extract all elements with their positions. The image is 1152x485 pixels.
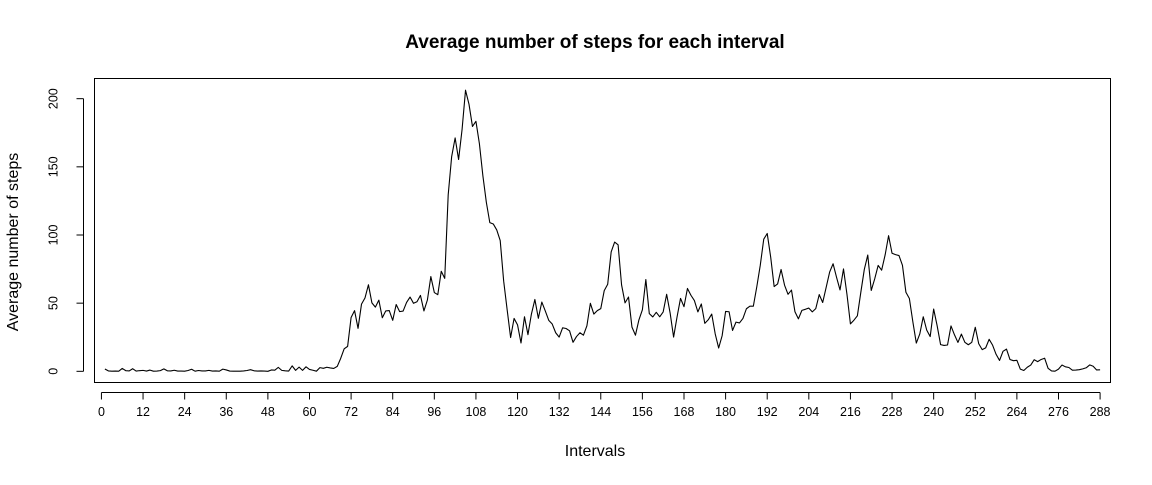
x-tick-label: 84 bbox=[386, 405, 400, 419]
x-tick-label: 120 bbox=[507, 405, 528, 419]
x-tick-label: 0 bbox=[98, 405, 105, 419]
x-axis-label: Intervals bbox=[565, 443, 625, 460]
x-tick-label: 132 bbox=[549, 405, 570, 419]
x-tick-label: 216 bbox=[840, 405, 861, 419]
x-tick-label: 240 bbox=[923, 405, 944, 419]
x-tick-label: 36 bbox=[219, 405, 233, 419]
x-tick-label: 96 bbox=[427, 405, 441, 419]
y-tick-label: 50 bbox=[47, 296, 61, 310]
series-layer bbox=[104, 89, 1101, 372]
y-tick-label: 150 bbox=[47, 156, 61, 177]
y-tick-label: 100 bbox=[47, 225, 61, 246]
x-tick-label: 180 bbox=[715, 405, 736, 419]
x-tick-label: 168 bbox=[674, 405, 695, 419]
y-tick-label: 0 bbox=[47, 368, 61, 375]
y-tick-label: 200 bbox=[47, 88, 61, 109]
x-tick-label: 72 bbox=[344, 405, 358, 419]
x-tick-label: 144 bbox=[590, 405, 611, 419]
x-tick-label: 48 bbox=[261, 405, 275, 419]
chart-title: Average number of steps for each interva… bbox=[405, 32, 784, 53]
x-tick-label: 252 bbox=[965, 405, 986, 419]
plot-area-box bbox=[94, 78, 1111, 383]
x-tick-label: 156 bbox=[632, 405, 653, 419]
x-tick-label: 24 bbox=[178, 405, 192, 419]
x-tick-label: 288 bbox=[1090, 405, 1111, 419]
x-tick-label: 204 bbox=[798, 405, 819, 419]
x-tick-label: 192 bbox=[757, 405, 778, 419]
x-tick-label: 12 bbox=[136, 405, 150, 419]
x-tick-label: 264 bbox=[1006, 405, 1027, 419]
series-line bbox=[104, 89, 1101, 372]
x-tick-label: 60 bbox=[303, 405, 317, 419]
x-tick-label: 108 bbox=[466, 405, 487, 419]
x-tick-label: 228 bbox=[882, 405, 903, 419]
y-axis: 0 50 100 150 200 bbox=[47, 88, 84, 375]
x-axis: 0 12 24 36 48 60 72 84 96 108 120 132 144 156 168 180 19… bbox=[98, 392, 1111, 419]
y-axis-label: Average number of steps bbox=[5, 153, 22, 331]
x-tick-label: 276 bbox=[1048, 405, 1069, 419]
